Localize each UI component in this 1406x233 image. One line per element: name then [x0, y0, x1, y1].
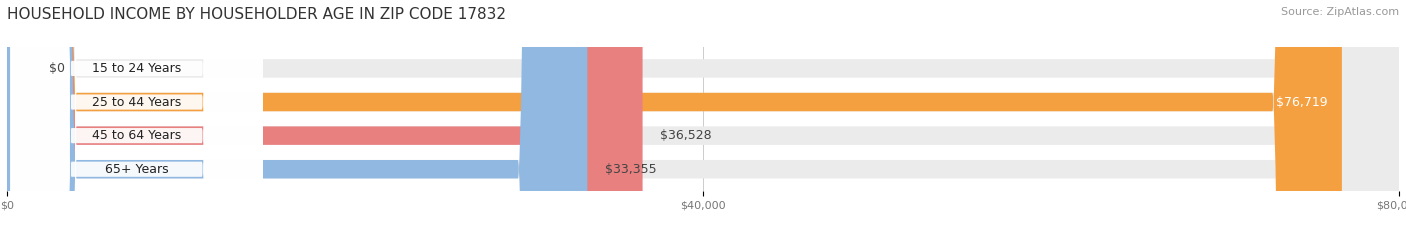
FancyBboxPatch shape — [7, 0, 1399, 233]
FancyBboxPatch shape — [7, 0, 1399, 233]
Text: $33,355: $33,355 — [605, 163, 657, 176]
Text: $36,528: $36,528 — [659, 129, 711, 142]
FancyBboxPatch shape — [10, 0, 263, 233]
FancyBboxPatch shape — [7, 0, 588, 233]
FancyBboxPatch shape — [7, 0, 1341, 233]
FancyBboxPatch shape — [7, 0, 643, 233]
Text: 25 to 44 Years: 25 to 44 Years — [91, 96, 181, 109]
FancyBboxPatch shape — [7, 0, 1399, 233]
Text: $0: $0 — [49, 62, 65, 75]
FancyBboxPatch shape — [7, 0, 1399, 233]
FancyBboxPatch shape — [10, 0, 263, 233]
Text: 15 to 24 Years: 15 to 24 Years — [91, 62, 181, 75]
Text: Source: ZipAtlas.com: Source: ZipAtlas.com — [1281, 7, 1399, 17]
Text: 65+ Years: 65+ Years — [105, 163, 169, 176]
Text: HOUSEHOLD INCOME BY HOUSEHOLDER AGE IN ZIP CODE 17832: HOUSEHOLD INCOME BY HOUSEHOLDER AGE IN Z… — [7, 7, 506, 22]
Text: $76,719: $76,719 — [1277, 96, 1327, 109]
FancyBboxPatch shape — [10, 0, 263, 233]
Text: 45 to 64 Years: 45 to 64 Years — [91, 129, 181, 142]
FancyBboxPatch shape — [10, 0, 263, 233]
FancyBboxPatch shape — [7, 0, 28, 233]
